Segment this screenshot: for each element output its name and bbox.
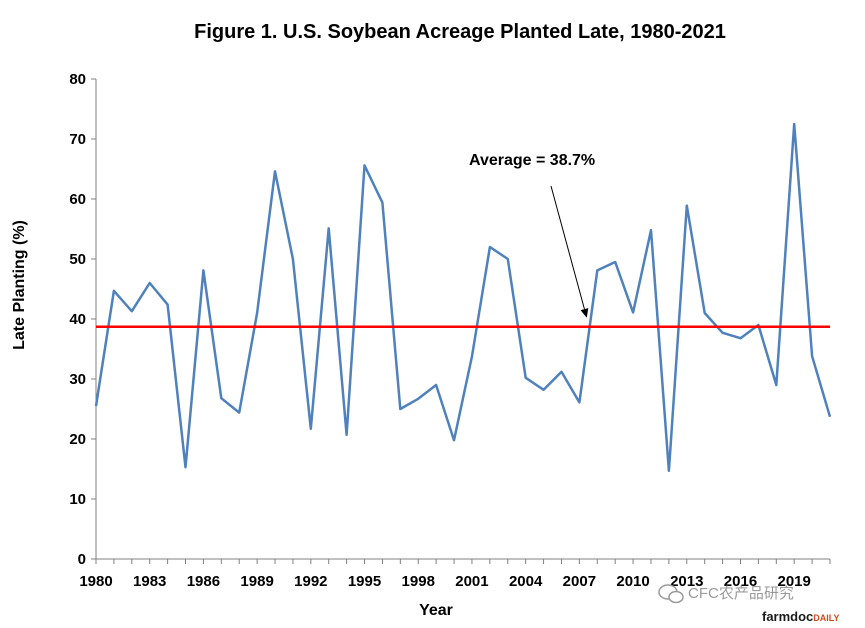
y-axis-label: Late Planting (%) [11,220,28,350]
x-tick-label: 2013 [670,573,703,590]
wechat-icon [658,584,684,604]
x-tick-label: 1989 [240,573,273,590]
farmdoc-daily-logo: farmdocDAILY [762,609,839,624]
x-tick-label: 2004 [509,573,543,590]
annotation-arrow [550,185,589,318]
x-tick-label: 1983 [133,573,166,590]
y-tick-label: 60 [69,191,86,208]
x-tick-label: 1998 [402,573,435,590]
y-tick-label: 40 [69,311,86,328]
x-tick-label: 1986 [187,573,220,590]
y-tick-label: 70 [69,131,86,148]
x-axis: 1980 1983 1986 1989 1992 1995 1998 2001 2004 2007… [79,558,831,590]
x-tick-label: 2007 [563,573,596,590]
x-tick-label: 1992 [294,573,327,590]
y-tick-label: 80 [69,71,86,88]
x-tick-label: 1995 [348,573,381,590]
chart-title: Figure 1. U.S. Soybean Acreage Planted L… [194,21,726,43]
y-axis: 0 10 20 30 40 50 60 70 80 [69,71,97,568]
annotation-layer: Average = 38.7% [469,152,595,318]
y-tick-label: 10 [69,491,86,508]
series-layer [94,122,832,473]
y-tick-label: 50 [69,251,86,268]
x-tick-label: 2001 [455,573,488,590]
y-tick-label: 20 [69,431,86,448]
y-tick-label: 30 [69,371,86,388]
watermark-text: CFC农产品研究 [688,585,794,602]
series-line [94,122,832,473]
x-tick-label: 2019 [778,573,811,590]
x-tick-label: 1980 [79,573,112,590]
brand-suffix: DAILY [813,613,839,623]
x-axis-label: Year [419,602,453,619]
brand-main: farmdoc [762,609,813,624]
watermark: CFC农产品研究 farmdocDAILY [658,584,839,624]
x-tick-label: 2010 [616,573,649,590]
y-tick-label: 0 [78,551,86,568]
average-annotation: Average = 38.7% [469,152,595,169]
x-tick-label: 2016 [724,573,757,590]
